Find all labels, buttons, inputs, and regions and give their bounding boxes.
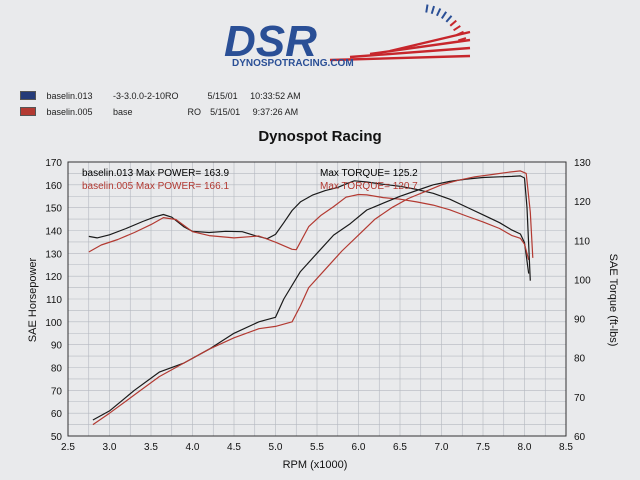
y-right-tick-label: 60 <box>574 432 586 443</box>
grid <box>67 161 567 437</box>
annotation-torque-005: Max TORQUE= 120.7 <box>320 181 418 192</box>
y-right-tick-label: 120 <box>574 197 591 208</box>
x-tick-label: 8.0 <box>518 442 532 453</box>
y-right-tick-label: 80 <box>574 354 586 365</box>
annotation-power-005: baselin.005 Max POWER= 166.1 <box>82 181 229 192</box>
y-right-tick-label: 110 <box>574 236 590 247</box>
x-tick-label: 3.0 <box>103 442 117 453</box>
speed-lines-icon <box>329 4 471 62</box>
run-row-1: baselin.013 -3-3.0.0-2-10RO 5/15/01 10:3… <box>20 90 301 101</box>
run-time: 9:37:26 AM <box>252 106 299 117</box>
y-axis-left-label: SAE Horsepower <box>27 257 39 342</box>
dsr-logo: DSR DYNOSPOTRACING.COM <box>224 4 471 69</box>
y-right-tick-label: 90 <box>574 315 586 326</box>
y-right-tick-label: 100 <box>574 275 591 286</box>
y-left-tick-label: 110 <box>46 295 62 306</box>
run-time: 10:33:52 AM <box>250 90 301 101</box>
y-right-tick-label: 130 <box>574 158 591 169</box>
series-group <box>88 170 534 426</box>
x-tick-label: 6.0 <box>352 442 366 453</box>
y-left-tick-label: 120 <box>45 272 62 283</box>
run-code: RO <box>187 106 202 117</box>
y-left-tick-label: 50 <box>51 432 63 443</box>
chart-title: Dynospot Racing <box>258 128 382 145</box>
x-axis-label: RPM (x1000) <box>283 459 348 471</box>
run-swatch <box>20 107 36 117</box>
logo-url-text: DYNOSPOTRACING.COM <box>232 58 354 69</box>
y-axis-right-label: SAE Torque (ft-lbs) <box>607 254 619 347</box>
x-axis-ticks: 2.5 3.0 3.5 4.0 4.5 5.0 5.5 6.0 6.5 7.0 7.5 8.0 8.5 <box>61 442 573 453</box>
x-tick-label: 5.5 <box>310 442 324 453</box>
x-tick-label: 4.5 <box>227 442 241 453</box>
x-tick-label: 4.0 <box>186 442 200 453</box>
series-line-baselin-005-power <box>92 170 534 426</box>
run-date: 5/15/01 <box>210 106 241 117</box>
y-left-tick-label: 70 <box>51 386 63 397</box>
y-left-tick-label: 150 <box>45 204 62 215</box>
y-left-tick-label: 130 <box>45 249 62 260</box>
series-line-baselin-005-torque <box>88 193 530 261</box>
run-file: baselin.013 <box>46 90 93 101</box>
y-left-tick-label: 80 <box>51 364 63 375</box>
x-tick-label: 2.5 <box>61 442 75 453</box>
run-row-2: baselin.005 base RO 5/15/01 9:37:26 AM <box>20 106 298 117</box>
y-left-tick-label: 100 <box>45 318 62 329</box>
y-axis-right-ticks: 60 70 80 90 100 110 120 130 <box>574 158 591 443</box>
y-left-tick-label: 60 <box>51 409 63 420</box>
x-tick-label: 5.0 <box>269 442 283 453</box>
x-tick-label: 3.5 <box>144 442 158 453</box>
x-tick-label: 8.5 <box>559 442 573 453</box>
run-swatch <box>20 91 36 101</box>
y-left-tick-label: 90 <box>51 341 63 352</box>
y-left-tick-label: 170 <box>45 158 62 169</box>
series-line-baselin-013-torque <box>88 180 530 274</box>
annotation-torque-013: Max TORQUE= 125.2 <box>320 168 418 179</box>
logo-wordmark: DSR <box>224 17 317 66</box>
run-date: 5/15/01 <box>207 90 238 101</box>
y-left-tick-label: 160 <box>45 181 62 192</box>
series-line-baselin-013-power <box>92 175 531 421</box>
run-desc: base <box>113 106 133 117</box>
annotation-power-013: baselin.013 Max POWER= 163.9 <box>82 168 229 179</box>
run-file: baselin.005 <box>46 106 93 117</box>
run-desc: -3-3.0.0-2-10RO <box>113 90 179 101</box>
x-tick-label: 6.5 <box>393 442 407 453</box>
y-left-tick-label: 140 <box>45 227 62 238</box>
x-tick-label: 7.0 <box>435 442 449 453</box>
y-right-tick-label: 70 <box>574 393 586 404</box>
plot-frame <box>67 161 567 437</box>
y-axis-left-ticks: 50 60 70 80 90 100 110 120 130 140 150 160 170 <box>45 158 62 443</box>
x-tick-label: 7.5 <box>476 442 490 453</box>
